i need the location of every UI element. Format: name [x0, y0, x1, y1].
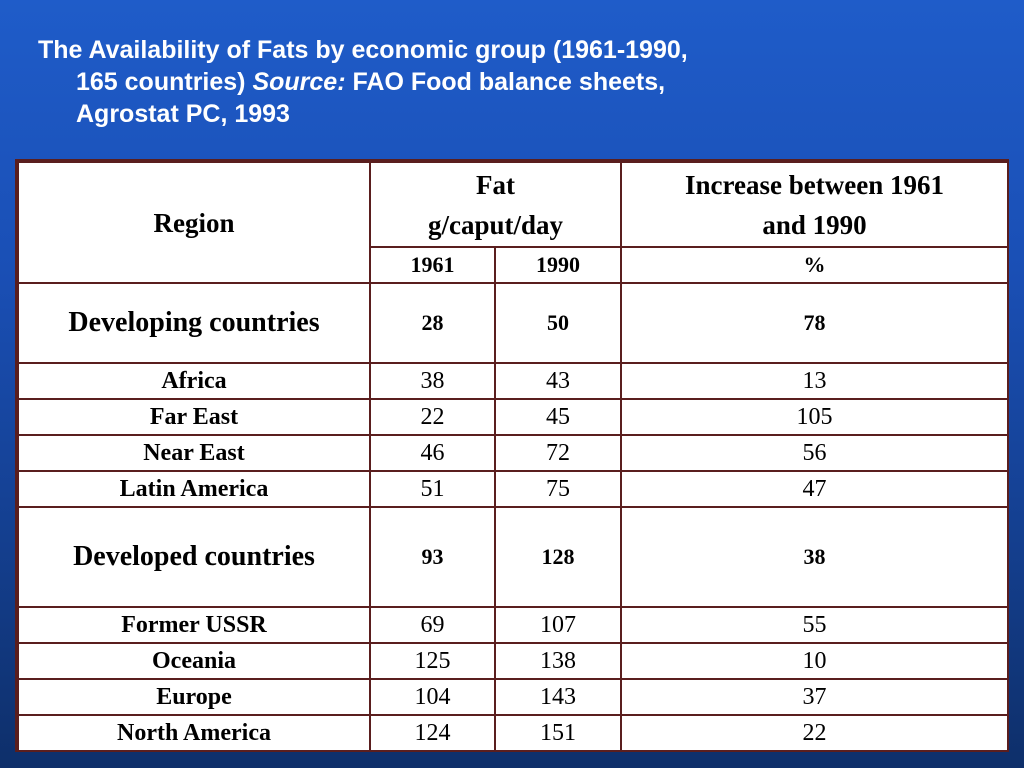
value-1990-cell: 107	[494, 606, 622, 644]
region-cell: Former USSR	[17, 606, 371, 644]
increase-cell: 38	[620, 506, 1009, 608]
increase-cell: 55	[620, 606, 1009, 644]
region-cell: Developed countries	[17, 506, 371, 608]
header-increase-line-1: Increase between 1961	[685, 169, 944, 200]
header-year-1961: 1961	[369, 246, 496, 284]
region-cell: Far East	[17, 398, 371, 436]
table-row: Europe 104 143 37	[17, 678, 1009, 716]
increase-cell: 47	[620, 470, 1009, 508]
value-1990-cell: 72	[494, 434, 622, 472]
value-1990-cell: 50	[494, 282, 622, 364]
increase-cell: 105	[620, 398, 1009, 436]
value-1961-cell: 93	[369, 506, 496, 608]
increase-cell: 22	[620, 714, 1009, 752]
title-line-2-rest: FAO Food balance sheets,	[345, 68, 666, 96]
title-line-2-text: 165 countries)	[76, 68, 253, 96]
value-1990-cell: 45	[494, 398, 622, 436]
value-1961-cell: 104	[369, 678, 496, 716]
header-increase: Increase between 1961 and 1990	[620, 161, 1009, 248]
value-1961-cell: 28	[369, 282, 496, 364]
table-row: Near East 46 72 56	[17, 434, 1009, 472]
title-line-3: Agrostat PC, 1993	[76, 100, 290, 128]
table-row: Africa 38 43 13	[17, 362, 1009, 400]
value-1990-cell: 128	[494, 506, 622, 608]
header-row-1: Region Fat g/caput/day Increase between …	[17, 161, 1009, 284]
region-cell: North America	[17, 714, 371, 752]
region-cell: Europe	[17, 678, 371, 716]
header-row-2: 1961 1990 %	[18, 246, 1009, 284]
increase-cell: 10	[620, 642, 1009, 680]
region-cell: Oceania	[17, 642, 371, 680]
title-source-label: Source:	[252, 68, 346, 96]
table-row: Far East 22 45 105	[17, 398, 1009, 436]
table-row: Oceania 125 138 10	[17, 642, 1009, 680]
value-1961-cell: 125	[369, 642, 496, 680]
value-1961-cell: 69	[369, 606, 496, 644]
region-cell: Latin America	[17, 470, 371, 508]
increase-cell: 78	[620, 282, 1009, 364]
value-1990-cell: 143	[494, 678, 622, 716]
increase-cell: 37	[620, 678, 1009, 716]
header-fat-line-2: g/caput/day	[427, 209, 564, 240]
increase-cell: 56	[620, 434, 1009, 472]
region-cell: Developing countries	[17, 282, 371, 364]
value-1990-cell: 43	[494, 362, 622, 400]
header-fat: Fat g/caput/day	[369, 161, 622, 248]
header-year-1990: 1990	[494, 246, 622, 284]
value-1961-cell: 51	[369, 470, 496, 508]
table-row: Developing countries 28 50 78	[17, 282, 1009, 364]
slide-title: The Availability of Fats by economic gro…	[38, 34, 938, 130]
table-row: Former USSR 69 107 55	[17, 606, 1009, 644]
table-row: Developed countries 93 128 38	[17, 506, 1009, 608]
header-region: Region	[17, 161, 371, 284]
value-1961-cell: 46	[369, 434, 496, 472]
value-1990-cell: 151	[494, 714, 622, 752]
value-1961-cell: 124	[369, 714, 496, 752]
table-row: North America 124 151 22	[17, 714, 1009, 752]
title-line-2: 165 countries) Source: FAO Food balance …	[38, 66, 938, 98]
region-cell: Near East	[17, 434, 371, 472]
table-row: Latin America 51 75 47	[17, 470, 1009, 508]
region-cell: Africa	[17, 362, 371, 400]
data-table: Region Fat g/caput/day Increase between …	[17, 161, 1009, 752]
header-percent: %	[620, 246, 1009, 284]
header-fat-line-1: Fat	[476, 169, 515, 200]
fat-availability-table: Region Fat g/caput/day Increase between …	[15, 159, 1009, 752]
value-1990-cell: 138	[494, 642, 622, 680]
value-1961-cell: 22	[369, 398, 496, 436]
value-1961-cell: 38	[369, 362, 496, 400]
increase-cell: 13	[620, 362, 1009, 400]
title-line-1: The Availability of Fats by economic gro…	[38, 36, 688, 64]
value-1990-cell: 75	[494, 470, 622, 508]
header-increase-line-2: and 1990	[762, 209, 867, 240]
